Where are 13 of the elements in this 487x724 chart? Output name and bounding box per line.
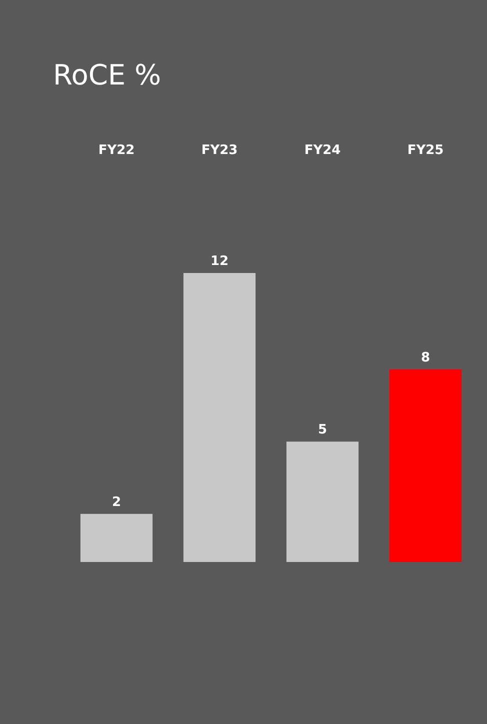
- data-label: 2: [112, 494, 122, 510]
- x-tick-label: FY25: [407, 143, 444, 158]
- bar: [389, 369, 462, 562]
- x-tick-label: FY24: [304, 143, 341, 158]
- data-label: 5: [318, 422, 328, 438]
- data-label: 12: [210, 254, 229, 270]
- x-tick-label: FY23: [201, 143, 238, 158]
- chart-title: RoCE %: [53, 58, 162, 92]
- bar: [183, 273, 256, 562]
- data-label: 8: [420, 350, 430, 366]
- bar: [80, 514, 153, 562]
- x-tick-label: FY22: [98, 143, 135, 158]
- bar: [286, 442, 359, 562]
